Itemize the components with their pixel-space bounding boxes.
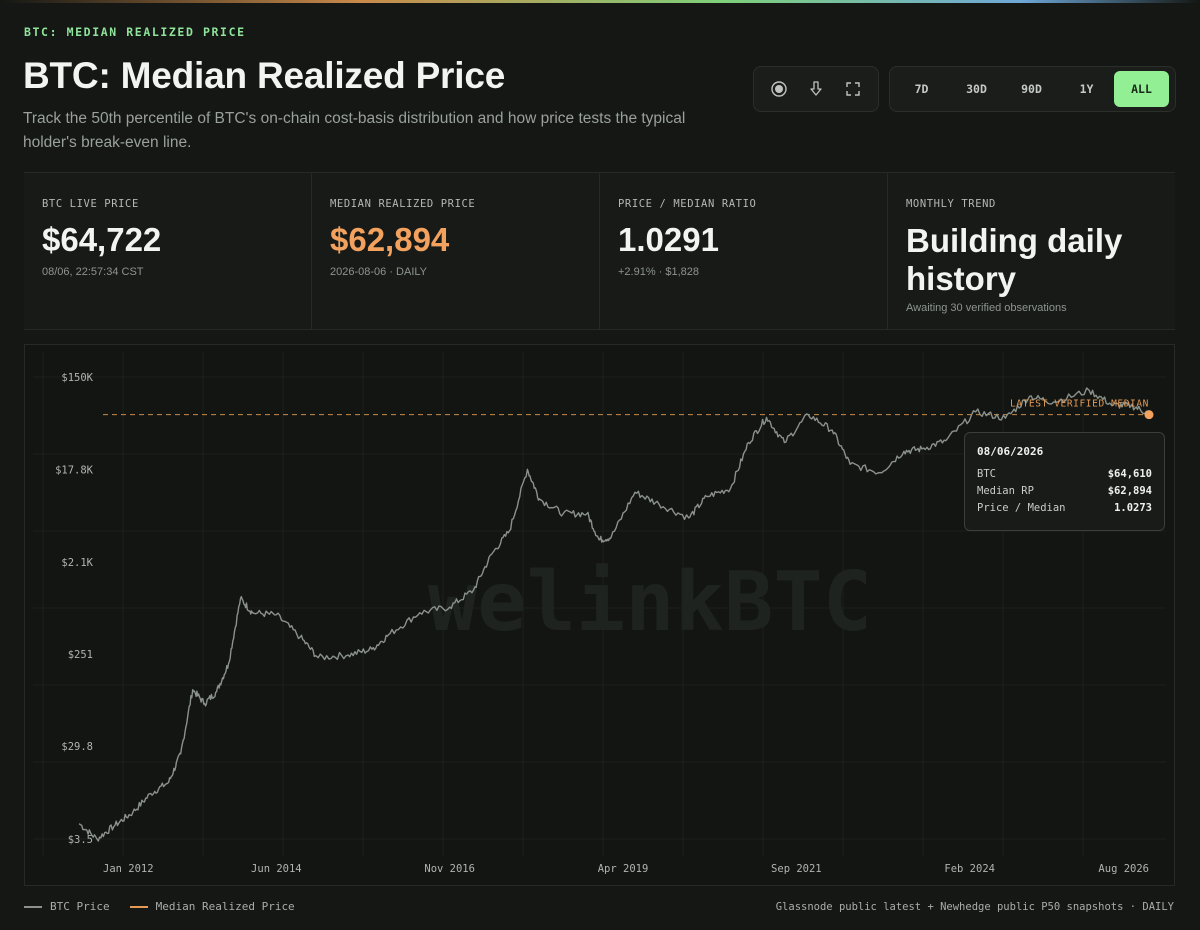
stats-row: BTC LIVE PRICE $64,722 08/06, 22:57:34 C…	[24, 172, 1175, 330]
median-latest-dot	[1144, 410, 1154, 420]
median-realized-price-chart[interactable]: welinkBTC $150K$17.8K$2.1K$251$29.8$3.5 …	[25, 345, 1174, 885]
stat-sub: 2026-08-06 · DAILY	[330, 266, 428, 278]
tooltip-row-ratio: Price / Median 1.0273	[977, 502, 1152, 514]
stat-sub: +2.91% · $1,828	[618, 266, 700, 278]
download-icon	[810, 81, 822, 96]
data-source-note: Glassnode public latest + Newhedge publi…	[775, 901, 1174, 913]
range-90d-button[interactable]: 90D	[1021, 82, 1042, 96]
chart-legend: BTC Price Median Realized Price	[24, 900, 295, 913]
tooltip-row-btc: BTC $64,610	[977, 468, 1152, 480]
stat-label: PRICE / MEDIAN RATIO	[618, 198, 757, 210]
stat-label: BTC LIVE PRICE	[42, 198, 139, 210]
tooltip-value: $62,894	[1107, 485, 1152, 497]
y-tick-label: $2.1K	[61, 557, 93, 569]
top-accent-line	[0, 0, 1200, 3]
x-axis-ticks: Jan 2012 Jun 2014 Nov 2016 Apr 2019 Sep 2021…	[103, 863, 1149, 875]
stat-value: $62,894	[330, 221, 450, 258]
fullscreen-button[interactable]	[838, 74, 868, 104]
y-tick-label: $3.5	[68, 834, 93, 846]
tooltip-date: 08/06/2026	[977, 445, 1044, 458]
x-tick-label: Apr 2019	[598, 863, 649, 875]
stat-value: $64,722	[42, 221, 162, 258]
btc-price-line	[78, 387, 1150, 842]
page-title: BTC: Median Realized Price	[23, 55, 506, 96]
chart-toolbar	[753, 66, 879, 112]
eyebrow-label: BTC: MEDIAN REALIZED PRICE	[24, 25, 246, 39]
tooltip-row-median: Median RP $62,894	[977, 485, 1152, 497]
chart-tooltip: 08/06/2026 BTC $64,610 Median RP $62,894…	[964, 432, 1165, 531]
y-tick-label: $251	[68, 649, 93, 661]
legend-swatch	[24, 905, 42, 908]
chart-panel: welinkBTC $150K $17.8K $2.1K $251 $29.8 $3.5 …	[24, 344, 1175, 886]
stat-sub: 08/06, 22:57:34 CST	[42, 266, 144, 278]
legend-item-median[interactable]: Median Realized Price	[129, 900, 295, 913]
legend-item-btc-price[interactable]: BTC Price	[24, 900, 110, 913]
x-tick-label: Aug 2026	[1098, 863, 1149, 875]
record-icon	[770, 81, 787, 97]
range-7d-button[interactable]: 7D	[914, 82, 929, 96]
stat-median-realized-price: MEDIAN REALIZED PRICE $62,894 2026-08-06…	[312, 173, 600, 329]
y-axis-ticks: $150K $17.8K $2.1K $251 $29.8 $3.5	[55, 372, 94, 846]
x-tick-label: Jun 2014	[251, 863, 302, 875]
time-range-selector: 7D 30D 90D 1Y ALL	[889, 66, 1176, 112]
tooltip-label: Median RP	[977, 485, 1034, 497]
download-button[interactable]	[801, 74, 831, 104]
y-tick-label: $29.8	[61, 741, 93, 753]
stat-price-median-ratio: PRICE / MEDIAN RATIO 1.0291 +2.91% · $1,…	[600, 173, 888, 329]
watermark: welinkBTC	[428, 555, 872, 650]
legend-label: Median Realized Price	[155, 900, 295, 913]
record-button[interactable]	[764, 74, 794, 104]
x-tick-label: Feb 2024	[944, 863, 995, 875]
stat-value: 1.0291	[618, 221, 719, 258]
tooltip-label: BTC	[977, 468, 996, 480]
range-all-button[interactable]: ALL	[1114, 71, 1169, 107]
stat-label: MEDIAN REALIZED PRICE	[330, 198, 476, 210]
stat-value: Building daily history	[906, 222, 1123, 297]
stat-sub: Awaiting 30 verified observations	[906, 302, 1067, 314]
tooltip-value: 1.0273	[1114, 502, 1152, 514]
fullscreen-icon	[846, 82, 861, 96]
stat-label: MONTHLY TREND	[906, 198, 996, 210]
x-tick-label: Sep 2021	[771, 863, 822, 875]
median-line-label: LATEST VERIFIED MEDIAN	[1010, 399, 1149, 410]
tooltip-label: Price / Median	[977, 502, 1066, 514]
x-tick-label: Jan 2012	[103, 863, 154, 875]
tooltip-value: $64,610	[1107, 468, 1152, 480]
stat-live-price: BTC LIVE PRICE $64,722 08/06, 22:57:34 C…	[24, 173, 312, 329]
y-tick-label: $150K	[61, 372, 93, 384]
range-30d-button[interactable]: 30D	[966, 82, 987, 96]
range-1y-button[interactable]: 1Y	[1079, 82, 1094, 96]
legend-swatch	[129, 905, 148, 908]
y-tick-label: $17.8K	[55, 464, 94, 476]
stat-monthly-trend: MONTHLY TREND Building daily history Awa…	[888, 173, 1175, 329]
legend-label: BTC Price	[50, 900, 110, 913]
x-tick-label: Nov 2016	[424, 863, 475, 875]
page-subtitle: Track the 50th percentile of BTC's on-ch…	[23, 110, 686, 151]
